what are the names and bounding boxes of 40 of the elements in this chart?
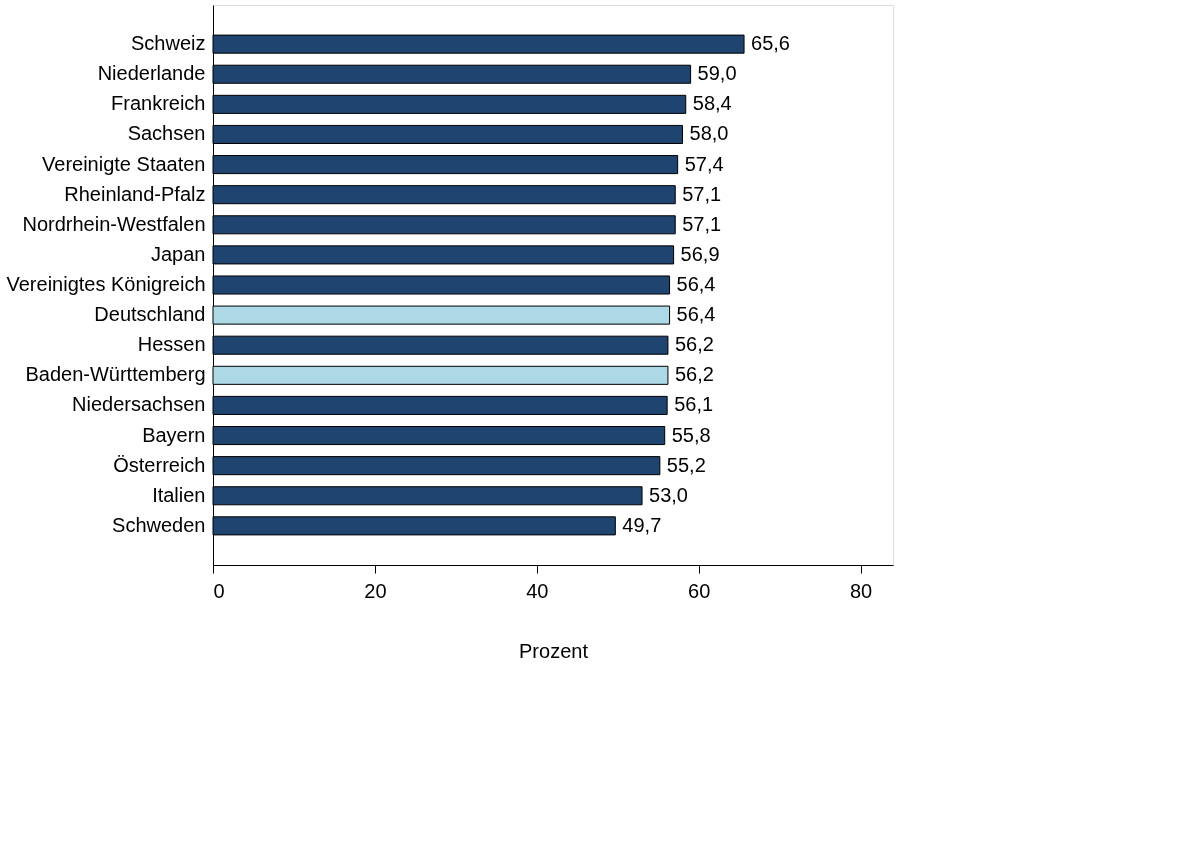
y-tick-label: Italien — [152, 483, 206, 506]
data-label: 49,7 — [622, 513, 662, 536]
data-label: 56,9 — [680, 242, 720, 265]
data-label: 65,6 — [751, 32, 790, 55]
y-tick-label: Frankreich — [111, 92, 206, 115]
x-tick-label: 20 — [364, 579, 387, 602]
y-tick-label: Japan — [151, 242, 206, 265]
y-tick-label: Nordrhein-Westfalen — [22, 212, 206, 235]
data-label: 56,2 — [674, 333, 714, 356]
x-tick-label: 0 — [213, 579, 225, 602]
y-tick-label: Sachsen — [127, 122, 206, 145]
x-tick-label: 40 — [526, 579, 549, 602]
y-tick-label: Vereinigte Staaten — [42, 152, 206, 175]
data-label: 58,4 — [692, 92, 732, 115]
x-tick-label: 60 — [688, 579, 711, 602]
data-label: 53,0 — [649, 483, 688, 506]
data-label: 56,4 — [676, 273, 716, 295]
data-label: 57,1 — [682, 212, 722, 235]
y-tick-label: Baden-Württemberg — [25, 363, 206, 386]
data-label: 55,2 — [666, 453, 706, 476]
y-tick-label: Vereinigtes Königreich — [6, 273, 206, 295]
data-label: 58,0 — [689, 122, 729, 145]
data-label: 55,8 — [671, 423, 711, 446]
data-label: 57,4 — [684, 152, 724, 175]
y-tick-label: Hessen — [137, 333, 206, 356]
data-label: 56,2 — [674, 363, 714, 386]
data-label: 59,0 — [697, 62, 737, 85]
y-tick-label: Niedersachsen — [72, 393, 206, 416]
data-label: 56,1 — [674, 393, 714, 416]
y-tick-label: Schweiz — [131, 32, 206, 55]
x-tick-label: 80 — [849, 579, 873, 602]
y-tick-label: Schweden — [112, 513, 206, 536]
data-label: 56,4 — [676, 303, 716, 326]
y-tick-label: Rheinland-Pfalz — [64, 182, 206, 205]
data-label: 57,1 — [682, 182, 722, 205]
y-tick-label: Deutschland — [94, 303, 206, 326]
y-tick-label: Niederlande — [97, 62, 206, 85]
y-tick-label: Österreich — [113, 453, 206, 476]
y-tick-label: Bayern — [142, 423, 206, 446]
x-axis-title: Prozent — [519, 639, 589, 662]
